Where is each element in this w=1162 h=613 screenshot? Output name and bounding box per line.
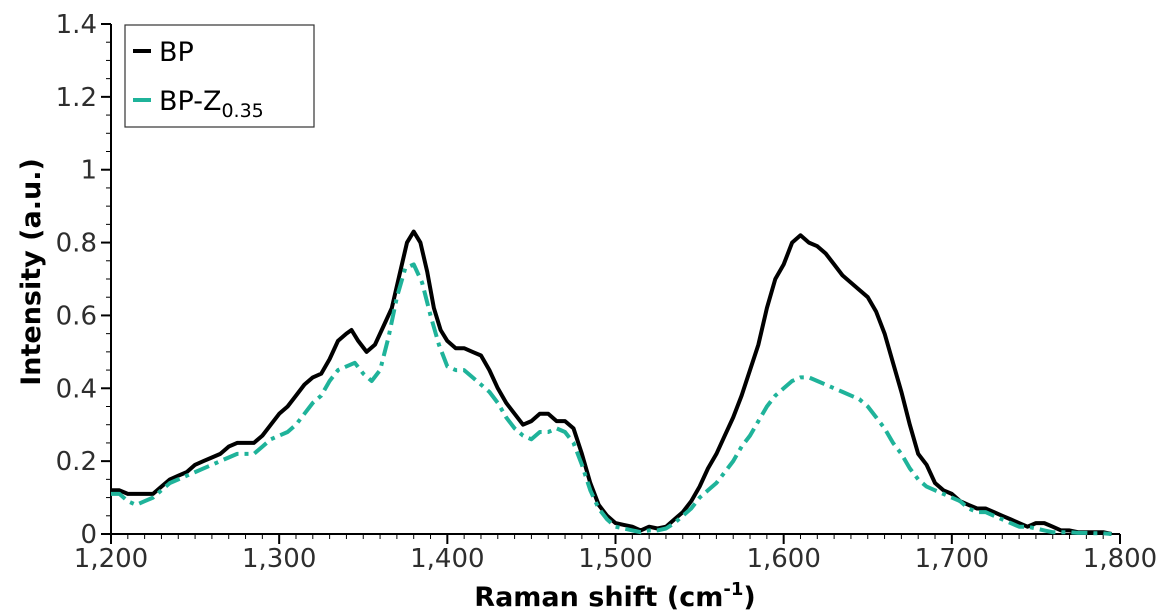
x-tick-label: 1,400 [410, 544, 484, 574]
y-tick-label: 0.2 [56, 447, 97, 477]
y-tick-label: 1.2 [56, 83, 97, 113]
x-tick-label: 1,600 [746, 544, 820, 574]
legend-label-bp-z-sub: 0.35 [221, 100, 263, 122]
x-axis-title-text: Raman shift (cm [474, 582, 723, 613]
x-tick-label: 1,500 [578, 544, 652, 574]
y-tick-label: 0.4 [56, 374, 97, 404]
y-tick-label: 0.6 [56, 301, 97, 331]
y-tick-label: 0.8 [56, 229, 97, 259]
y-tick-label: 1 [80, 156, 97, 186]
x-ticks: 1,200 1,300 1,400 1,500 1,600 1,700 1,800 [74, 534, 1157, 574]
legend-label-bp: BP [159, 37, 194, 68]
legend-box [124, 24, 315, 128]
y-tick-label: 1.4 [56, 10, 97, 40]
x-tick-label: 1,200 [74, 544, 148, 574]
x-axis-title-tail: ) [743, 582, 755, 613]
y-ticks: 0 0.2 0.4 0.6 0.8 1 1.2 1.4 [56, 10, 111, 550]
x-axis-title: Raman shift (cm-1) [474, 579, 755, 613]
x-tick-label: 1,300 [242, 544, 316, 574]
y-tick-label: 0 [80, 520, 97, 550]
legend-label-bp-z: BP-Z0.35 [159, 86, 264, 122]
series-line-bp-z [111, 262, 1112, 536]
legend: BP BP-Z0.35 [124, 24, 315, 128]
series-line-bp [111, 229, 1113, 536]
x-tick-label: 1,800 [1083, 544, 1157, 574]
legend-label-bp-z-main: BP-Z [159, 86, 221, 117]
x-axis-title-sup: -1 [723, 579, 743, 600]
series-layer [111, 229, 1113, 536]
x-tick-label: 1,700 [915, 544, 989, 574]
plot-area: 1,200 1,300 1,400 1,500 1,600 1,700 1,800 0 0.2… [56, 10, 1158, 574]
y-axis-title: Intensity (a.u.) [16, 158, 47, 386]
